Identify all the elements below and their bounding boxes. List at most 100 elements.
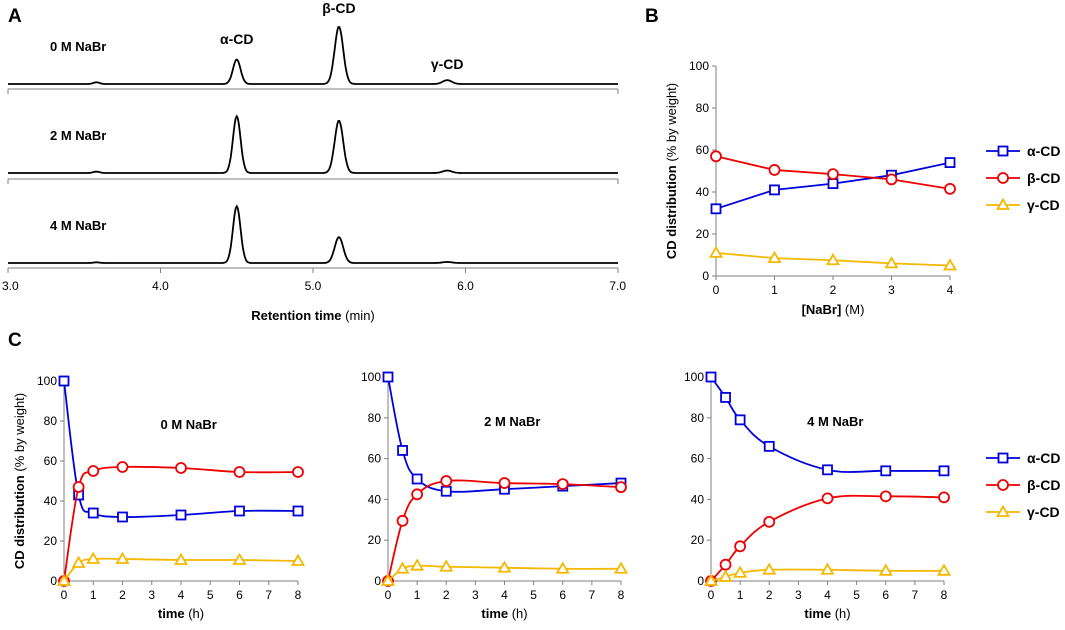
data-point bbox=[410, 558, 425, 571]
x-tick-label: 4 bbox=[178, 588, 185, 602]
x-tick-label: 8 bbox=[941, 588, 948, 602]
data-point bbox=[58, 375, 70, 387]
x-tick-label: 3 bbox=[148, 588, 155, 602]
data-point bbox=[733, 565, 748, 578]
x-tick-label: 7 bbox=[265, 588, 272, 602]
x-tick-label: 5 bbox=[207, 588, 214, 602]
data-point bbox=[175, 462, 187, 474]
y-tick-label: 0 bbox=[697, 574, 704, 588]
data-point bbox=[380, 573, 396, 586]
x-axis-label-bold: time bbox=[481, 606, 508, 621]
x-axis-label-bold: Retention time bbox=[251, 308, 341, 323]
y-tick-label: 100 bbox=[684, 370, 704, 384]
y-tick-label: 60 bbox=[44, 454, 58, 468]
data-point bbox=[878, 563, 893, 576]
y-tick-label: 80 bbox=[44, 414, 58, 428]
data-point bbox=[411, 473, 423, 485]
data-point bbox=[56, 573, 72, 586]
chart-A: 3.0 4.0 5.0 6.0 7.0 Retention time (min) 0 M N… bbox=[2, 0, 626, 323]
x-tick-label: 3 bbox=[888, 283, 895, 297]
x-tick-label: 7 bbox=[912, 588, 919, 602]
x-axis-label: Retention time (min) bbox=[251, 308, 375, 323]
data-point bbox=[827, 168, 839, 181]
y-axis-label-rest: (% by weight) bbox=[664, 83, 679, 165]
panel-letter-A: A bbox=[8, 6, 22, 27]
x-tick-label: 5 bbox=[530, 588, 537, 602]
data-point bbox=[734, 414, 746, 426]
peak-label: α-CD bbox=[220, 31, 254, 47]
x-tick-label: 6 bbox=[882, 588, 889, 602]
y-tick-label: 80 bbox=[696, 101, 710, 115]
data-point bbox=[708, 245, 724, 258]
data-point bbox=[710, 203, 722, 215]
data-point bbox=[763, 440, 775, 452]
data-point bbox=[86, 551, 101, 564]
y-axis-label: CD distribution (% by weight) bbox=[12, 393, 27, 569]
legend-marker bbox=[997, 145, 1009, 157]
y-tick-label: 20 bbox=[696, 227, 710, 241]
y-axis-label: CD distribution (% by weight) bbox=[664, 83, 679, 259]
x-axis-label: [NaBr] (M) bbox=[802, 302, 865, 317]
legend-label: β-CD bbox=[1027, 170, 1060, 186]
data-point bbox=[498, 477, 511, 489]
data-point bbox=[175, 509, 187, 521]
x-tick-label: 2 bbox=[119, 588, 126, 602]
data-point bbox=[767, 250, 782, 264]
data-point bbox=[440, 475, 453, 487]
x-axis-label-unit: (M) bbox=[841, 302, 864, 317]
legend-label: α-CD bbox=[1027, 143, 1061, 159]
y-tick-label: 80 bbox=[691, 411, 705, 425]
chromatogram-trace bbox=[8, 26, 618, 85]
x-tick-label: 6.0 bbox=[457, 279, 474, 293]
data-point bbox=[290, 553, 306, 566]
data-point bbox=[497, 560, 512, 573]
legend-label: γ-CD bbox=[1027, 504, 1060, 520]
data-point bbox=[233, 466, 246, 478]
data-point bbox=[768, 164, 781, 176]
chart-B: 0 20 40 60 80 100 0 1 2 3 4 [NaBr] (M) CD distributi… bbox=[664, 59, 958, 317]
x-axis-label-unit: (h) bbox=[185, 606, 205, 621]
data-point bbox=[820, 562, 835, 575]
y-tick-label: 100 bbox=[689, 59, 709, 73]
chart-title: 4 M NaBr bbox=[807, 414, 863, 429]
data-point bbox=[718, 569, 733, 582]
y-tick-label: 40 bbox=[696, 185, 710, 199]
x-tick-label: 6 bbox=[559, 588, 566, 602]
chart-title: 2 M NaBr bbox=[484, 414, 540, 429]
trace-label: 4 M NaBr bbox=[50, 218, 106, 233]
x-tick-label: 0 bbox=[708, 588, 715, 602]
data-point bbox=[292, 466, 304, 478]
data-point bbox=[292, 505, 304, 517]
trace-label: 2 M NaBr bbox=[50, 128, 106, 143]
y-axis-label-bold: CD distribution bbox=[12, 475, 27, 569]
data-point bbox=[720, 391, 731, 403]
peak-label: γ-CD bbox=[431, 56, 464, 72]
y-tick-label: 0 bbox=[374, 574, 381, 588]
x-tick-label: 3 bbox=[795, 588, 802, 602]
legend-marker bbox=[997, 479, 1009, 491]
y-axis-label-rest: (% by weight) bbox=[12, 393, 27, 475]
x-tick-label: 3 bbox=[472, 588, 479, 602]
data-point bbox=[439, 559, 454, 572]
x-tick-label: 1 bbox=[737, 588, 744, 602]
data-point bbox=[613, 561, 629, 574]
x-axis-label: time (h) bbox=[481, 606, 527, 621]
data-point bbox=[173, 552, 189, 565]
legend-label: γ-CD bbox=[1027, 197, 1060, 213]
x-tick-label: 5 bbox=[853, 588, 860, 602]
x-axis-label: time (h) bbox=[158, 606, 204, 621]
data-point bbox=[884, 256, 899, 269]
panel-letter-B: B bbox=[645, 6, 659, 27]
data-point bbox=[938, 491, 950, 504]
data-point bbox=[879, 490, 892, 503]
data-point bbox=[944, 157, 956, 169]
y-tick-label: 0 bbox=[50, 574, 57, 588]
x-tick-label: 1 bbox=[414, 588, 421, 602]
y-tick-label: 40 bbox=[368, 492, 382, 506]
data-point bbox=[382, 371, 394, 383]
legend: α-CD β-CD γ-CD bbox=[986, 450, 1061, 520]
data-point bbox=[719, 558, 732, 571]
x-axis-label-bold: [NaBr] bbox=[802, 302, 842, 317]
legend-marker bbox=[995, 504, 1011, 517]
data-point bbox=[555, 561, 570, 574]
